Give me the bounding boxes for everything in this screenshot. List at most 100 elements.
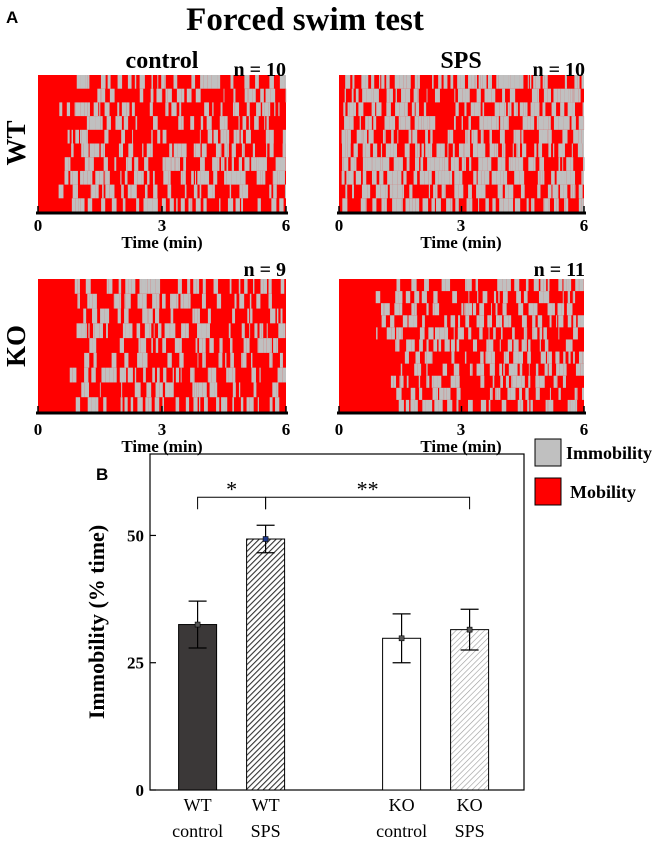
immobility-epoch [230, 75, 234, 89]
immobility-epoch [106, 116, 111, 130]
immobility-epoch [134, 75, 137, 89]
immobility-epoch [553, 88, 558, 103]
immobility-epoch [399, 303, 403, 316]
immobility-epoch [127, 75, 132, 89]
immobility-epoch [387, 170, 393, 185]
immobility-epoch [130, 397, 134, 412]
immobility-epoch [259, 367, 261, 383]
immobility-epoch [444, 170, 450, 185]
animal-row [398, 399, 578, 412]
immobility-epoch [465, 88, 470, 103]
immobility-epoch [224, 116, 228, 130]
immobility-epoch [517, 399, 521, 412]
immobility-epoch [502, 291, 508, 304]
immobility-epoch [519, 102, 524, 117]
immobility-epoch [428, 399, 433, 412]
immobility-epoch [204, 102, 209, 117]
immobility-epoch [69, 367, 73, 383]
immobility-epoch [519, 75, 524, 89]
immobility-epoch [558, 327, 560, 340]
immobility-epoch [537, 170, 540, 185]
significance-label: ** [357, 476, 379, 501]
immobility-epoch [454, 184, 459, 199]
immobility-epoch [479, 116, 484, 130]
immobility-epoch [569, 303, 573, 316]
immobility-epoch [476, 88, 481, 103]
immobility-epoch [101, 367, 106, 383]
immobility-epoch [193, 279, 197, 294]
animal-row [396, 387, 584, 400]
immobility-epoch [493, 327, 496, 340]
immobility-epoch [184, 184, 187, 199]
immobility-epoch [270, 308, 276, 324]
immobility-epoch [558, 116, 564, 130]
immobility-epoch [578, 351, 583, 364]
legend: Immobility Mobility [534, 438, 652, 506]
immobility-epoch [570, 170, 576, 185]
immobility-epoch [211, 75, 216, 89]
immobility-epoch [485, 351, 487, 364]
immobility-epoch [209, 382, 215, 398]
immobility-epoch [434, 88, 440, 103]
immobility-epoch [547, 88, 552, 103]
immobility-epoch [92, 308, 98, 324]
animal-row [390, 375, 566, 388]
immobility-epoch [551, 102, 557, 117]
immobility-epoch [396, 387, 402, 400]
immobility-epoch [68, 157, 71, 171]
immobility-epoch [564, 88, 569, 103]
immobility-epoch [557, 303, 562, 316]
immobility-epoch [516, 102, 518, 117]
immobility-epoch [204, 170, 210, 185]
animal-row [84, 352, 283, 368]
immobility-epoch [568, 88, 571, 103]
immobility-epoch [443, 75, 448, 89]
immobility-epoch [401, 327, 403, 340]
immobility-epoch [498, 291, 500, 304]
immobility-epoch [257, 198, 261, 212]
immobility-epoch [275, 397, 280, 412]
immobility-epoch [121, 129, 125, 144]
immobility-epoch [134, 367, 137, 383]
immobility-epoch [478, 75, 481, 89]
immobility-epoch [247, 308, 250, 324]
immobility-epoch [514, 363, 518, 376]
immobility-epoch [394, 75, 400, 89]
immobility-epoch [151, 129, 153, 144]
immobility-epoch [446, 198, 451, 212]
immobility-epoch [514, 75, 520, 89]
immobility-epoch [217, 75, 221, 89]
immobility-epoch [172, 367, 174, 383]
immobility-epoch [461, 116, 463, 130]
immobility-epoch [365, 75, 369, 89]
immobility-epoch [229, 184, 232, 199]
immobility-epoch [169, 143, 173, 158]
immobility-epoch [441, 279, 446, 292]
immobility-epoch [381, 315, 386, 328]
immobility-epoch [572, 88, 574, 103]
immobility-epoch [532, 315, 536, 328]
immobility-epoch [417, 75, 420, 89]
immobility-epoch [372, 198, 377, 212]
immobility-epoch [567, 102, 573, 117]
immobility-epoch [383, 303, 385, 316]
immobility-epoch [434, 157, 440, 171]
animal-row [86, 116, 269, 130]
immobility-epoch [439, 327, 445, 340]
immobility-epoch [140, 338, 147, 353]
immobility-epoch [469, 157, 472, 171]
immobility-epoch [119, 293, 122, 309]
immobility-epoch [499, 198, 502, 212]
immobility-epoch [459, 170, 463, 185]
immobility-epoch [400, 116, 406, 130]
immobility-epoch [512, 375, 517, 388]
immobility-epoch [433, 291, 438, 304]
immobility-epoch [432, 303, 435, 316]
immobility-epoch [446, 387, 451, 400]
immobility-epoch [501, 157, 506, 171]
immobility-epoch [466, 129, 468, 144]
immobility-epoch [552, 184, 558, 199]
immobility-epoch [527, 116, 531, 130]
immobility-epoch [269, 184, 272, 199]
immobility-epoch [570, 157, 574, 171]
